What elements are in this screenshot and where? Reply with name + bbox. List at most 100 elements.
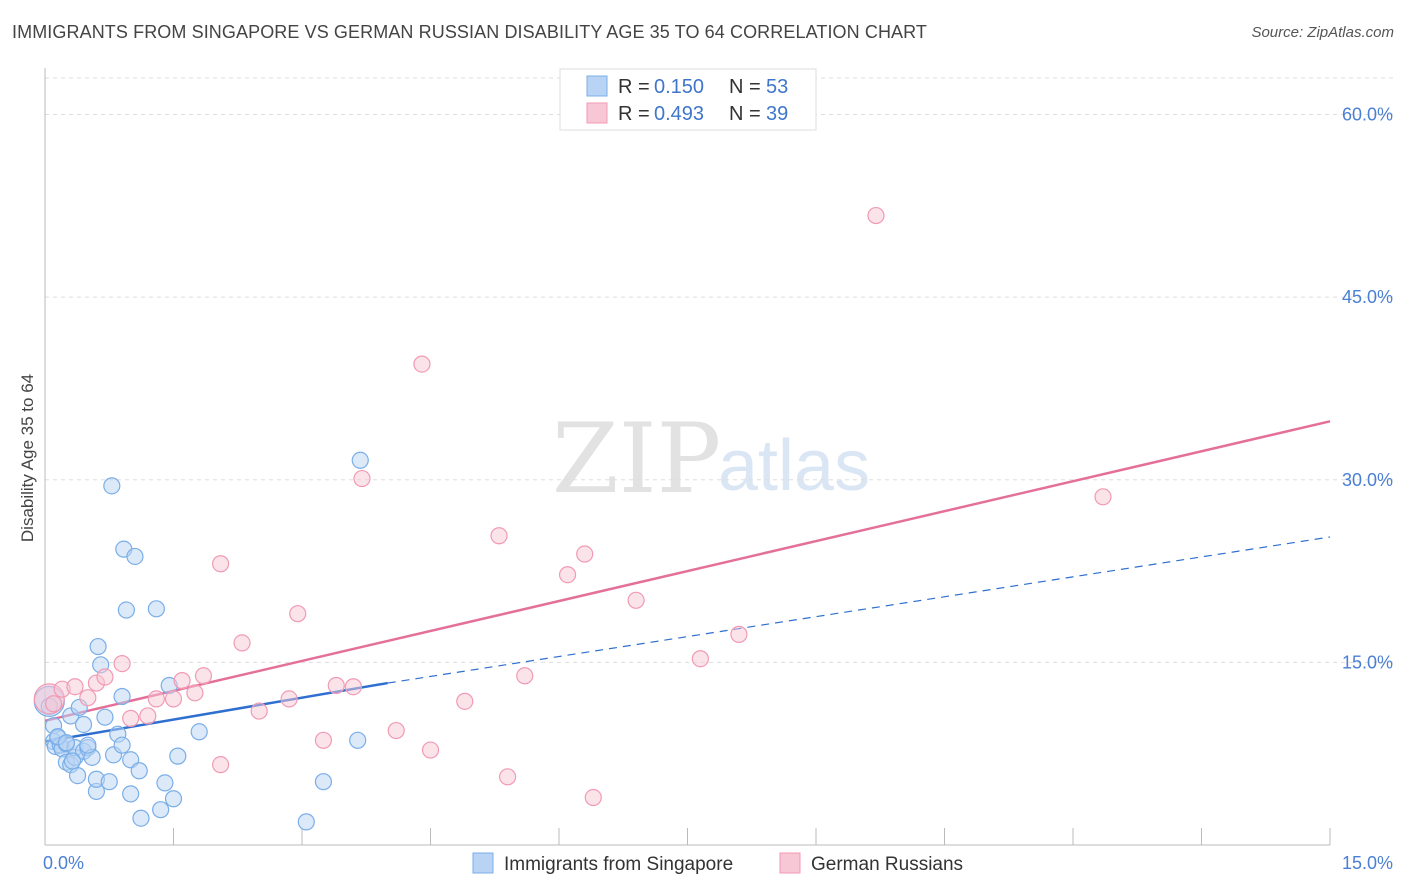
singapore-point-29 <box>113 687 131 706</box>
german-russians-point-30 <box>499 768 517 786</box>
bottom-legend-swatch-singapore <box>472 852 494 874</box>
y-axis-label: Disability Age 35 to 64 <box>18 374 37 542</box>
singapore-point-52 <box>79 736 97 754</box>
legend-r-label-2: R = <box>618 103 650 125</box>
german-russians-point-35 <box>627 591 645 609</box>
singapore-point-22 <box>89 637 107 656</box>
german-russians-point-31 <box>516 667 534 685</box>
singapore-point-25 <box>100 773 118 791</box>
german-russians-point-7 <box>113 654 131 673</box>
grid-lines <box>45 77 1395 663</box>
singapore-point-37 <box>132 809 150 827</box>
bottom-legend-label-german-russians: German Russians <box>811 854 963 875</box>
chart-title: IMMIGRANTS FROM SINGAPORE VS GERMAN RUSS… <box>12 22 928 42</box>
singapore-point-39 <box>152 801 170 819</box>
y-tick-label-2: 45.0% <box>1342 287 1393 307</box>
legend-swatch-german-russians <box>586 102 608 124</box>
german-russians-point-3 <box>66 678 84 696</box>
german-russians-point-18 <box>250 702 268 720</box>
legend-n-label-2: N = <box>729 103 761 125</box>
german-russians-point-4 <box>79 689 97 707</box>
legend-swatch-singapore <box>586 75 608 97</box>
legend-n-value-1: 53 <box>766 76 788 98</box>
german-russians-point-26 <box>413 355 431 373</box>
singapore-point-51 <box>63 752 82 770</box>
german-russians-point-28 <box>456 692 474 710</box>
german-russians-point-37 <box>730 625 748 643</box>
singapore-point-30 <box>113 736 131 754</box>
german-russians-point-22 <box>327 676 345 695</box>
german-russians-trend-line <box>44 420 1331 723</box>
german-russians-point-11 <box>164 690 183 708</box>
singapore-point-38 <box>147 600 165 618</box>
singapore-point-50 <box>57 734 76 752</box>
german-russians-point-38 <box>867 206 885 225</box>
german-russians-point-23 <box>344 678 362 696</box>
german-russians-point-32 <box>558 566 577 584</box>
singapore-point-14 <box>68 767 87 785</box>
german-russians-point-36 <box>691 650 709 668</box>
german-russians-point-17 <box>233 634 251 652</box>
german-russians-point-21 <box>314 731 333 749</box>
top-legend: R = 0.150 N = 53 R = 0.493 N = 39 <box>559 68 817 131</box>
bottom-legend: Immigrants from Singapore German Russian… <box>472 852 963 875</box>
legend-n-label-1: N = <box>729 76 761 98</box>
german-russians-point-27 <box>421 741 440 759</box>
german-russians-point-34 <box>584 788 602 807</box>
singapore-point-46 <box>314 773 333 791</box>
german-russians-point-19 <box>280 690 298 708</box>
german-russians-point-15 <box>212 756 230 774</box>
axes <box>44 68 1331 846</box>
x-tick-label-0: 0.0% <box>43 853 84 873</box>
data-points <box>33 206 1112 831</box>
singapore-point-24 <box>96 708 114 726</box>
singapore-point-42 <box>164 790 183 808</box>
singapore-trend-line <box>44 681 388 743</box>
german-russians-point-33 <box>576 545 594 563</box>
source-credit: Source: ZipAtlas.com <box>1251 24 1394 41</box>
german-russians-point-39 <box>1094 488 1112 506</box>
german-russians-point-1 <box>44 695 63 713</box>
legend-r-label-1: R = <box>618 76 650 98</box>
singapore-point-48 <box>351 451 369 469</box>
bottom-legend-swatch-german-russians <box>779 852 801 874</box>
german-russians-point-13 <box>186 684 204 702</box>
x-tick-labels: 0.0% 15.0% <box>43 853 1393 873</box>
y-tick-label-0: 15.0% <box>1342 652 1393 672</box>
german-russians-point-25 <box>387 721 405 740</box>
legend-r-value-2: 0.493 <box>654 103 704 125</box>
singapore-point-35 <box>126 547 144 566</box>
legend-r-value-1: 0.150 <box>654 76 704 98</box>
x-tick-label-1: 15.0% <box>1342 853 1393 873</box>
singapore-point-17 <box>74 715 93 734</box>
singapore-point-47 <box>349 731 367 749</box>
singapore-point-44 <box>190 723 208 741</box>
singapore-point-26 <box>103 477 121 495</box>
german-russians-point-29 <box>490 527 508 545</box>
german-russians-point-12 <box>173 672 191 690</box>
german-russians-point-6 <box>96 668 114 686</box>
german-russians-point-20 <box>289 605 307 623</box>
watermark-atlas: atlas <box>718 426 870 506</box>
singapore-point-40 <box>156 774 174 792</box>
y-tick-label-3: 60.0% <box>1342 105 1393 125</box>
singapore-trend-line-extension <box>387 536 1331 684</box>
legend-n-value-2: 39 <box>766 103 788 125</box>
singapore-point-33 <box>122 785 140 803</box>
singapore-point-45 <box>297 813 315 831</box>
german-russians-point-8 <box>122 709 140 727</box>
watermark-zip: ZIP <box>552 403 721 515</box>
y-tick-label-1: 30.0% <box>1342 470 1393 490</box>
german-russians-point-24 <box>353 469 371 488</box>
singapore-point-36 <box>130 762 148 780</box>
german-russians-point-10 <box>147 690 165 708</box>
german-russians-point-14 <box>194 667 213 685</box>
german-russians-point-16 <box>212 555 230 573</box>
german-russians-point-9 <box>139 707 157 725</box>
singapore-point-32 <box>117 601 135 619</box>
singapore-point-43 <box>169 747 187 765</box>
y-tick-labels: 15.0% 30.0% 45.0% 60.0% <box>1342 105 1393 673</box>
trend-lines <box>44 420 1331 743</box>
bottom-legend-label-singapore: Immigrants from Singapore <box>504 854 733 875</box>
